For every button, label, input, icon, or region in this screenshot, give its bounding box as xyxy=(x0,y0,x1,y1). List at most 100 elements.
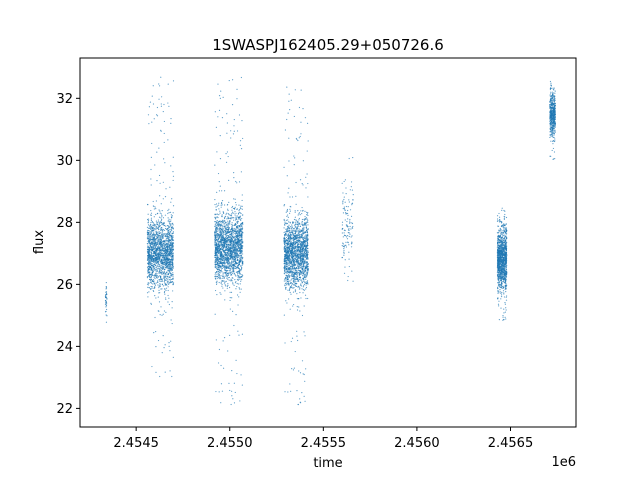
data-point xyxy=(167,258,170,261)
data-point xyxy=(153,205,155,208)
data-point xyxy=(227,213,230,215)
data-point xyxy=(218,242,220,244)
data-point xyxy=(151,263,153,265)
data-point xyxy=(234,219,237,221)
data-point xyxy=(226,287,228,289)
data-point xyxy=(157,231,159,234)
data-point xyxy=(236,88,238,90)
data-point xyxy=(299,291,301,294)
data-point xyxy=(163,257,165,259)
data-point xyxy=(160,272,162,274)
data-point xyxy=(225,280,227,282)
data-point xyxy=(159,280,161,282)
data-point xyxy=(222,250,224,252)
data-point xyxy=(153,208,155,210)
data-point xyxy=(234,255,237,257)
data-point xyxy=(158,275,160,277)
data-point xyxy=(222,225,224,227)
data-point xyxy=(172,252,174,254)
data-point xyxy=(239,247,241,249)
data-point xyxy=(234,256,236,258)
data-point xyxy=(234,248,236,250)
data-point xyxy=(222,231,224,233)
data-point xyxy=(164,274,166,276)
data-point xyxy=(166,271,168,273)
data-point xyxy=(224,236,227,239)
data-point xyxy=(162,266,165,269)
data-point xyxy=(218,224,220,227)
data-point xyxy=(240,257,243,259)
data-point xyxy=(171,242,173,244)
data-point xyxy=(217,277,219,280)
data-point xyxy=(148,287,150,289)
data-point xyxy=(229,235,231,237)
data-point xyxy=(290,274,292,277)
data-point xyxy=(215,243,218,246)
data-point xyxy=(214,313,216,315)
data-point xyxy=(231,271,233,273)
data-point xyxy=(221,257,223,259)
data-point xyxy=(155,251,157,254)
data-point xyxy=(158,289,160,291)
data-point xyxy=(153,239,155,241)
data-point xyxy=(236,222,239,224)
data-point xyxy=(217,251,220,253)
data-point xyxy=(289,210,291,212)
data-point xyxy=(217,259,219,261)
data-point xyxy=(158,258,161,260)
data-point xyxy=(158,246,160,248)
data-point xyxy=(221,221,223,223)
data-points xyxy=(104,76,557,406)
data-point xyxy=(149,254,151,256)
data-point xyxy=(163,235,165,237)
data-point xyxy=(158,257,160,259)
data-point xyxy=(240,250,242,253)
data-point xyxy=(156,243,158,245)
data-point xyxy=(286,228,288,230)
data-point xyxy=(171,245,173,247)
data-point xyxy=(226,218,228,220)
data-point xyxy=(303,283,306,285)
data-point xyxy=(236,232,238,235)
data-point xyxy=(149,276,151,279)
data-point xyxy=(232,250,234,252)
data-point xyxy=(233,273,235,275)
data-point xyxy=(297,210,299,212)
data-point xyxy=(227,216,229,218)
data-point xyxy=(298,306,300,308)
data-point xyxy=(221,231,223,233)
data-point xyxy=(223,237,225,239)
data-point xyxy=(159,238,162,241)
data-point xyxy=(305,275,308,277)
data-point xyxy=(305,270,307,273)
data-point xyxy=(148,282,150,285)
data-point xyxy=(231,263,233,265)
data-point xyxy=(172,246,174,248)
data-point xyxy=(228,263,230,265)
data-point xyxy=(214,230,216,232)
data-point xyxy=(158,231,160,233)
data-point xyxy=(161,352,163,354)
data-point xyxy=(226,265,228,267)
data-point xyxy=(219,97,221,99)
data-point xyxy=(164,234,167,236)
data-point xyxy=(217,237,219,239)
data-point xyxy=(152,250,154,252)
data-point xyxy=(298,219,300,221)
data-point xyxy=(236,218,238,220)
data-point xyxy=(148,234,150,236)
data-point xyxy=(288,93,290,95)
data-point xyxy=(226,244,228,246)
data-point xyxy=(229,236,231,238)
data-point xyxy=(159,210,161,212)
data-point xyxy=(158,221,161,223)
data-point xyxy=(225,240,228,243)
data-point xyxy=(238,263,240,266)
data-point xyxy=(170,226,173,229)
data-point xyxy=(290,235,292,237)
data-point xyxy=(239,230,241,232)
data-point xyxy=(153,265,155,267)
data-point xyxy=(222,367,225,369)
data-point xyxy=(240,171,242,173)
data-point xyxy=(155,346,157,348)
